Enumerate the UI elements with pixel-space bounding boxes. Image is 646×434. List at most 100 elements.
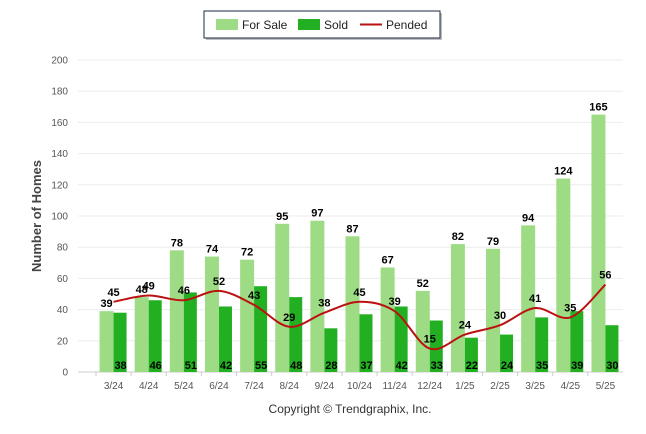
label-pended-5/25: 56	[599, 270, 611, 282]
y-tick-40: 40	[57, 305, 69, 316]
label-sold-6/24: 42	[220, 360, 232, 372]
label-sold-7/24: 55	[255, 360, 267, 372]
legend-swatch-for-sale	[216, 19, 238, 30]
label-sold-4/25: 39	[571, 360, 583, 372]
bar-sold-5/25	[605, 325, 619, 372]
label-sold-2/25: 24	[501, 360, 514, 372]
label-for-sale-3/25: 94	[522, 212, 535, 224]
label-for-sale-12/24: 52	[417, 278, 429, 290]
bar-for-sale-3/25	[521, 225, 536, 372]
label-for-sale-5/25: 165	[589, 102, 607, 114]
y-tick-0: 0	[62, 368, 68, 379]
x-tick-8/24: 8/24	[279, 381, 299, 392]
label-sold-10/24: 37	[360, 360, 372, 372]
label-pended-5/24: 46	[178, 285, 190, 297]
bar-sold-10/24	[359, 314, 373, 372]
label-sold-11/24: 42	[396, 360, 408, 372]
bar-sold-9/24	[324, 328, 338, 372]
x-tick-9/24: 9/24	[315, 381, 335, 392]
label-for-sale-2/25: 79	[487, 236, 499, 248]
label-for-sale-5/24: 78	[171, 237, 183, 249]
x-tick-11/24: 11/24	[382, 381, 407, 392]
label-pended-1/25: 24	[459, 320, 472, 332]
bar-for-sale-5/24	[169, 250, 184, 372]
pended-line-layer	[113, 283, 607, 351]
x-tick-3/25: 3/25	[525, 381, 545, 392]
bar-for-sale-3/24	[99, 311, 114, 372]
y-tick-80: 80	[57, 243, 69, 254]
bar-sold-1/25	[464, 337, 478, 372]
label-for-sale-7/24: 72	[241, 247, 253, 259]
x-tick-3/24: 3/24	[104, 381, 124, 392]
bar-sold-12/24	[429, 320, 443, 372]
label-pended-3/24: 45	[107, 287, 119, 299]
x-tick-5/25: 5/25	[596, 381, 616, 392]
legend-swatch-sold	[298, 19, 320, 30]
label-pended-9/24: 38	[318, 298, 330, 310]
x-tick-6/24: 6/24	[209, 381, 229, 392]
bar-for-sale-7/24	[240, 259, 255, 372]
bar-sold-8/24	[289, 297, 303, 372]
label-pended-8/24: 29	[283, 312, 295, 324]
bar-sold-3/25	[535, 317, 549, 372]
x-tick-5/24: 5/24	[174, 381, 194, 392]
label-for-sale-4/24: 48	[136, 284, 148, 296]
x-tick-2/25: 2/25	[490, 381, 510, 392]
x-tick-4/24: 4/24	[139, 381, 159, 392]
bar-for-sale-4/25	[556, 178, 571, 372]
bar-sold-3/24	[113, 312, 127, 372]
label-pended-6/24: 52	[213, 276, 225, 288]
label-pended-11/24: 39	[389, 296, 401, 308]
y-tick-200: 200	[51, 56, 68, 67]
x-axis-ticks: 3/24 4/24 5/24 6/24 7/24 8/24 9/24 10/24 11/24 12…	[95, 372, 616, 392]
label-pended-7/24: 43	[248, 290, 260, 302]
label-sold-3/24: 38	[114, 360, 126, 372]
legend-label-pended: Pended	[386, 18, 427, 32]
label-pended-2/25: 30	[494, 310, 506, 322]
bar-for-sale-5/25	[591, 114, 606, 372]
bar-sold-5/24	[183, 292, 197, 372]
bar-sold-11/24	[394, 306, 408, 372]
legend-label-sold: Sold	[324, 18, 348, 32]
bar-sold-4/25	[570, 311, 584, 372]
bar-for-sale-2/25	[486, 248, 501, 372]
y-tick-160: 160	[51, 118, 68, 129]
legend-label-for-sale: For Sale	[242, 18, 288, 32]
legend: For Sale Sold Pended	[203, 10, 442, 40]
label-for-sale-8/24: 95	[276, 211, 288, 223]
label-for-sale-4/25: 124	[554, 166, 573, 178]
y-tick-140: 140	[51, 149, 68, 160]
bars	[99, 114, 619, 372]
x-tick-4/25: 4/25	[561, 381, 581, 392]
label-pended-4/25: 35	[564, 302, 576, 314]
y-tick-180: 180	[51, 87, 68, 98]
label-for-sale-3/24: 39	[100, 298, 112, 310]
label-sold-3/25: 35	[536, 360, 548, 372]
x-tick-1/25: 1/25	[455, 381, 475, 392]
x-tick-7/24: 7/24	[244, 381, 264, 392]
bar-for-sale-11/24	[380, 267, 395, 372]
label-sold-4/24: 46	[150, 360, 162, 372]
y-axis-label: Number of Homes	[29, 160, 44, 272]
legend-box	[203, 10, 441, 39]
bar-for-sale-8/24	[275, 223, 290, 372]
bar-for-sale-4/24	[134, 297, 149, 372]
label-pended-10/24: 45	[353, 287, 365, 299]
y-tick-60: 60	[57, 274, 69, 285]
pended-line	[113, 283, 607, 351]
bar-for-sale-12/24	[415, 290, 430, 372]
label-pended-3/25: 41	[529, 293, 541, 305]
bar-for-sale-10/24	[345, 236, 360, 372]
data-labels: 39 38 45 48 46 49 78 51 46 74 42 52 72 55 43 95 48 29 97 28…	[100, 102, 618, 372]
y-axis-ticks: 0 20 40 60 80 100 120 140 160 180 200	[51, 56, 68, 379]
label-for-sale-6/24: 74	[206, 244, 219, 256]
x-tick-10/24: 10/24	[347, 381, 372, 392]
bar-for-sale-9/24	[310, 220, 325, 372]
label-sold-12/24: 33	[431, 360, 443, 372]
label-sold-8/24: 48	[290, 360, 302, 372]
bar-for-sale-1/25	[450, 244, 465, 372]
label-sold-9/24: 28	[325, 360, 337, 372]
copyright-footer: Copyright © Trendgraphix, Inc.	[269, 402, 432, 416]
label-for-sale-10/24: 87	[346, 223, 358, 235]
